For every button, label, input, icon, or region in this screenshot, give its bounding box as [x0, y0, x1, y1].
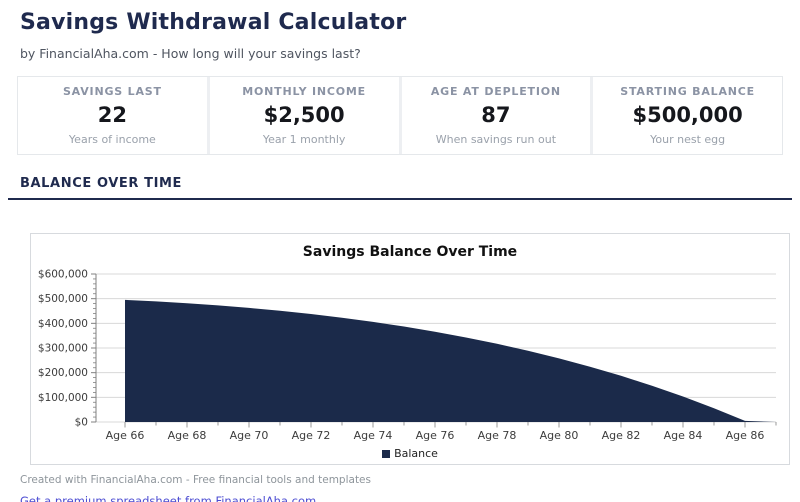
stat-card-savings-last: SAVINGS LAST 22 Years of income: [18, 77, 207, 154]
legend-label: Balance: [394, 447, 438, 460]
stat-sublabel: Years of income: [68, 133, 156, 146]
section-divider: [8, 198, 792, 200]
stat-label: MONTHLY INCOME: [242, 85, 366, 98]
svg-text:Age 78: Age 78: [478, 429, 517, 442]
svg-text:$500,000: $500,000: [38, 293, 88, 305]
balance-area-chart: $0 $100,000 $200,000 $300,000 $400,000 $500,0…: [38, 269, 777, 442]
stat-card-starting-balance: STARTING BALANCE $500,000 Your nest egg: [593, 77, 782, 154]
stat-card-monthly-income: MONTHLY INCOME $2,500 Year 1 monthly: [209, 77, 399, 154]
svg-text:$600,000: $600,000: [38, 269, 88, 281]
stat-sublabel: Year 1 monthly: [262, 133, 346, 146]
svg-text:$200,000: $200,000: [38, 367, 88, 379]
stat-value: $2,500: [263, 103, 345, 127]
chart-card: $0 $100,000 $200,000 $300,000 $400,000 $500,0…: [30, 233, 790, 465]
stat-label: SAVINGS LAST: [62, 85, 162, 98]
svg-text:Age 82: Age 82: [602, 429, 641, 442]
page-title: Savings Withdrawal Calculator: [20, 10, 407, 35]
stat-value: $500,000: [632, 103, 743, 127]
section-heading-balance-over-time: BALANCE OVER TIME: [20, 176, 183, 191]
stat-value: 22: [97, 103, 127, 127]
page-subtitle: by FinancialAha.com - How long will your…: [20, 46, 361, 61]
stat-label: STARTING BALANCE: [620, 85, 755, 98]
svg-text:Age 74: Age 74: [354, 429, 393, 442]
svg-text:Age 68: Age 68: [168, 429, 207, 442]
premium-spreadsheet-link[interactable]: Get a premium spreadsheet from Financial…: [20, 494, 317, 502]
footer-credit: Created with FinancialAha.com - Free fin…: [20, 474, 371, 486]
svg-text:$400,000: $400,000: [38, 318, 88, 330]
stat-label: AGE AT DEPLETION: [430, 85, 561, 98]
balance-legend-swatch-icon: [382, 449, 391, 458]
svg-text:Age 70: Age 70: [230, 429, 269, 442]
svg-text:Age 86: Age 86: [726, 429, 765, 442]
svg-text:Age 72: Age 72: [292, 429, 331, 442]
svg-text:Age 84: Age 84: [664, 429, 703, 442]
stats-panel: SAVINGS LAST 22 Years of income MONTHLY …: [17, 76, 783, 155]
svg-text:Age 80: Age 80: [540, 429, 579, 442]
stat-sublabel: When savings run out: [435, 133, 557, 146]
svg-text:Age 76: Age 76: [416, 429, 455, 442]
svg-text:$100,000: $100,000: [38, 392, 88, 404]
savings-withdrawal-calculator-page: Savings Withdrawal Calculator by Financi…: [8, 10, 792, 502]
svg-text:$300,000: $300,000: [38, 343, 88, 355]
svg-text:Age 66: Age 66: [106, 429, 145, 442]
stat-value: 87: [481, 103, 511, 127]
stat-card-age-at-depletion: AGE AT DEPLETION 87 When savings run out: [401, 77, 591, 154]
stat-sublabel: Your nest egg: [650, 133, 726, 146]
chart-legend: Balance: [31, 447, 789, 460]
svg-text:$0: $0: [75, 417, 88, 429]
chart-title: Savings Balance Over Time: [302, 244, 518, 260]
